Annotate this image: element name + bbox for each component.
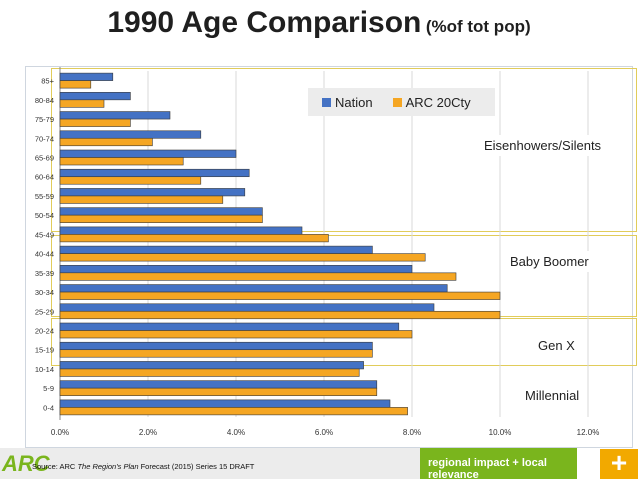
- bar-nation: [59, 111, 171, 120]
- legend: Nation ARC 20Cty: [308, 88, 495, 116]
- annotation-millennial: Millennial: [518, 385, 587, 406]
- tagline: regional impact + local relevance: [428, 457, 547, 481]
- bar-arc: [59, 272, 457, 281]
- bar-arc: [59, 310, 501, 320]
- bar-arc: [59, 291, 501, 300]
- bar-nation: [59, 226, 303, 235]
- y-tick-label: 35-39: [35, 269, 54, 278]
- bar-nation: [59, 322, 400, 331]
- bar-arc: [59, 407, 408, 416]
- y-tick-label: 20-24: [35, 327, 54, 336]
- legend-label-nation: Nation: [335, 94, 373, 110]
- bar-arc: [59, 176, 202, 185]
- bar-nation: [59, 380, 378, 389]
- y-tick-label: 65-69: [35, 154, 54, 163]
- x-tick-label: 4.0%: [227, 428, 245, 437]
- y-tick-label: 50-54: [35, 211, 54, 220]
- source-suffix: Forecast (2015) Series 15 DRAFT: [138, 462, 255, 471]
- y-tick-label: 25-29: [35, 307, 54, 316]
- bar-arc: [59, 234, 329, 243]
- bar-arc: [59, 330, 413, 339]
- y-tick-label: 85+: [41, 77, 54, 86]
- x-tick-label: 8.0%: [403, 428, 421, 437]
- bar-arc: [59, 118, 131, 127]
- bar-nation: [59, 207, 263, 216]
- bar-nation: [59, 303, 435, 312]
- bar-arc: [59, 137, 153, 147]
- legend-label-arc: ARC 20Cty: [405, 94, 471, 110]
- legend-swatch-nation: [322, 97, 331, 107]
- bar-nation: [59, 149, 237, 158]
- y-tick-label: 0-4: [43, 403, 54, 412]
- source-prefix: Source: ARC: [32, 462, 78, 471]
- bar-arc: [59, 157, 184, 166]
- y-tick-label: 15-19: [35, 346, 54, 355]
- annotation-baby-boomer: Baby Boomer: [503, 251, 596, 272]
- y-tick-label: 10-14: [35, 365, 54, 374]
- plus-button[interactable]: +: [600, 449, 638, 479]
- arc-logo: ARC: [2, 451, 50, 476]
- bar-nation: [59, 265, 413, 274]
- bar-arc: [59, 214, 263, 223]
- y-tick-label: 60-64: [35, 173, 54, 182]
- annotation-eisenhowers: Eisenhowers/Silents: [477, 135, 609, 156]
- y-tick-label: 75-79: [35, 115, 54, 124]
- bar-arc: [59, 99, 105, 108]
- group-box-eisenhowers: [51, 68, 637, 232]
- bar-nation: [59, 72, 114, 81]
- x-tick-label: 0.0%: [51, 428, 69, 437]
- legend-item-nation: Nation: [322, 95, 373, 110]
- x-tick-label: 12.0%: [577, 428, 600, 437]
- bar-nation: [59, 92, 131, 101]
- bar-nation: [59, 361, 364, 370]
- bar-arc: [59, 80, 92, 89]
- bar-arc: [59, 368, 360, 377]
- bar-nation: [59, 399, 391, 408]
- bar-nation: [59, 284, 448, 293]
- annotation-gen-x: Gen X: [531, 335, 582, 356]
- x-tick-label: 2.0%: [139, 428, 157, 437]
- legend-swatch-arc: [392, 97, 402, 107]
- bar-nation: [59, 188, 246, 197]
- y-tick-label: 70-74: [35, 134, 54, 143]
- bar-arc: [59, 349, 373, 358]
- y-tick-label: 30-34: [35, 288, 54, 297]
- tagline-stripe: [420, 448, 577, 479]
- legend-item-arc: ARC 20Cty: [392, 94, 471, 110]
- y-tick-label: 40-44: [35, 250, 54, 259]
- chart-title-sub: (%of tot pop): [425, 17, 531, 36]
- bar-nation: [59, 341, 373, 351]
- y-tick-label: 45-49: [35, 230, 54, 239]
- y-tick-label: 5-9: [43, 384, 54, 393]
- source-note: Source: ARC The Region's Plan Forecast (…: [32, 462, 254, 471]
- footer-bar: ARC Source: ARC The Region's Plan Foreca…: [0, 448, 577, 481]
- bar-nation: [59, 245, 373, 254]
- bar-arc: [59, 195, 224, 204]
- chart-title: 1990 Age Comparison (%of tot pop): [0, 6, 638, 40]
- x-tick-label: 6.0%: [315, 428, 333, 437]
- y-tick-label: 80-84: [35, 96, 54, 105]
- source-title: The Region's Plan: [77, 462, 139, 471]
- chart-title-main: 1990 Age Comparison: [107, 6, 422, 39]
- bar-arc: [59, 387, 378, 396]
- y-tick-label: 55-59: [35, 192, 54, 201]
- bar-arc: [59, 253, 426, 262]
- x-tick-label: 10.0%: [489, 428, 512, 437]
- bar-nation: [59, 130, 202, 139]
- bar-nation: [59, 168, 250, 178]
